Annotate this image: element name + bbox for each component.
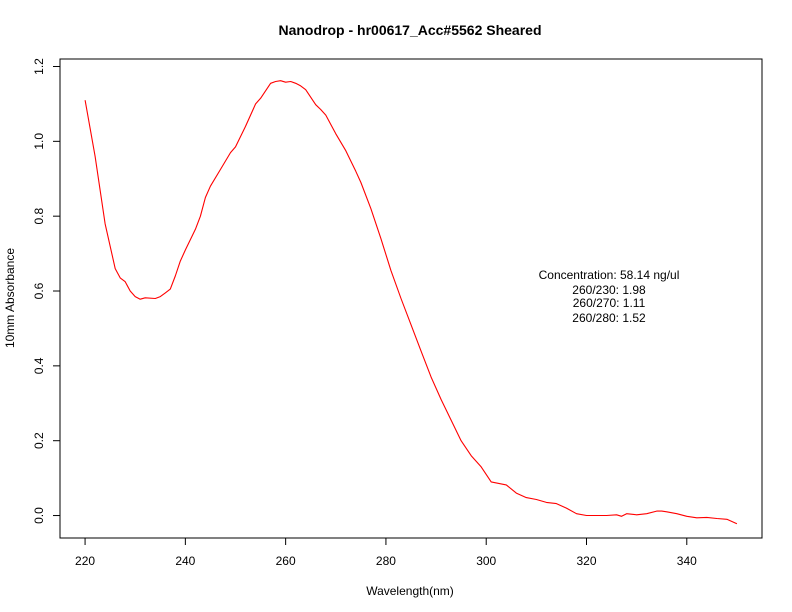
x-tick-label: 280 bbox=[376, 554, 396, 568]
y-axis-label: 10mm Absorbance bbox=[3, 248, 17, 348]
y-tick-label: 0.2 bbox=[32, 432, 46, 449]
y-tick-label: 0.8 bbox=[32, 208, 46, 225]
absorbance-series-line bbox=[84, 80, 738, 525]
x-tick-label: 240 bbox=[175, 554, 195, 568]
series-layer bbox=[84, 80, 738, 525]
annotation-block: Concentration: 58.14 ng/ul 260/230: 1.98… bbox=[539, 268, 680, 325]
y-tick-label: 1.0 bbox=[32, 133, 46, 150]
x-axis-label: Wavelength(nm) bbox=[366, 584, 454, 598]
plot-frame bbox=[59, 58, 763, 539]
annotation-ratio-260-280: 260/280: 1.52 bbox=[572, 311, 646, 325]
x-tick-label: 260 bbox=[276, 554, 296, 568]
x-axis: 220 240 260 280 300 320 340 bbox=[75, 538, 697, 568]
annotation-ratio-260-270: 260/270: 1.11 bbox=[573, 296, 646, 310]
x-tick-label: 220 bbox=[75, 554, 95, 568]
x-tick-label: 300 bbox=[476, 554, 496, 568]
annotation-ratio-260-230: 260/230: 1.98 bbox=[572, 283, 646, 297]
y-tick-label: 1.2 bbox=[32, 58, 46, 75]
x-tick-label: 340 bbox=[677, 554, 697, 568]
y-tick-label: 0.6 bbox=[32, 282, 46, 299]
chart-title: Nanodrop - hr00617_Acc#5562 Sheared bbox=[278, 22, 541, 38]
x-tick-label: 320 bbox=[576, 554, 596, 568]
y-tick-label: 0.0 bbox=[32, 507, 46, 524]
y-axis: 0.0 0.2 0.4 0.6 0.8 1.0 1.2 bbox=[32, 58, 60, 524]
annotation-concentration: Concentration: 58.14 ng/ul bbox=[539, 268, 680, 282]
y-tick-label: 0.4 bbox=[32, 357, 46, 374]
